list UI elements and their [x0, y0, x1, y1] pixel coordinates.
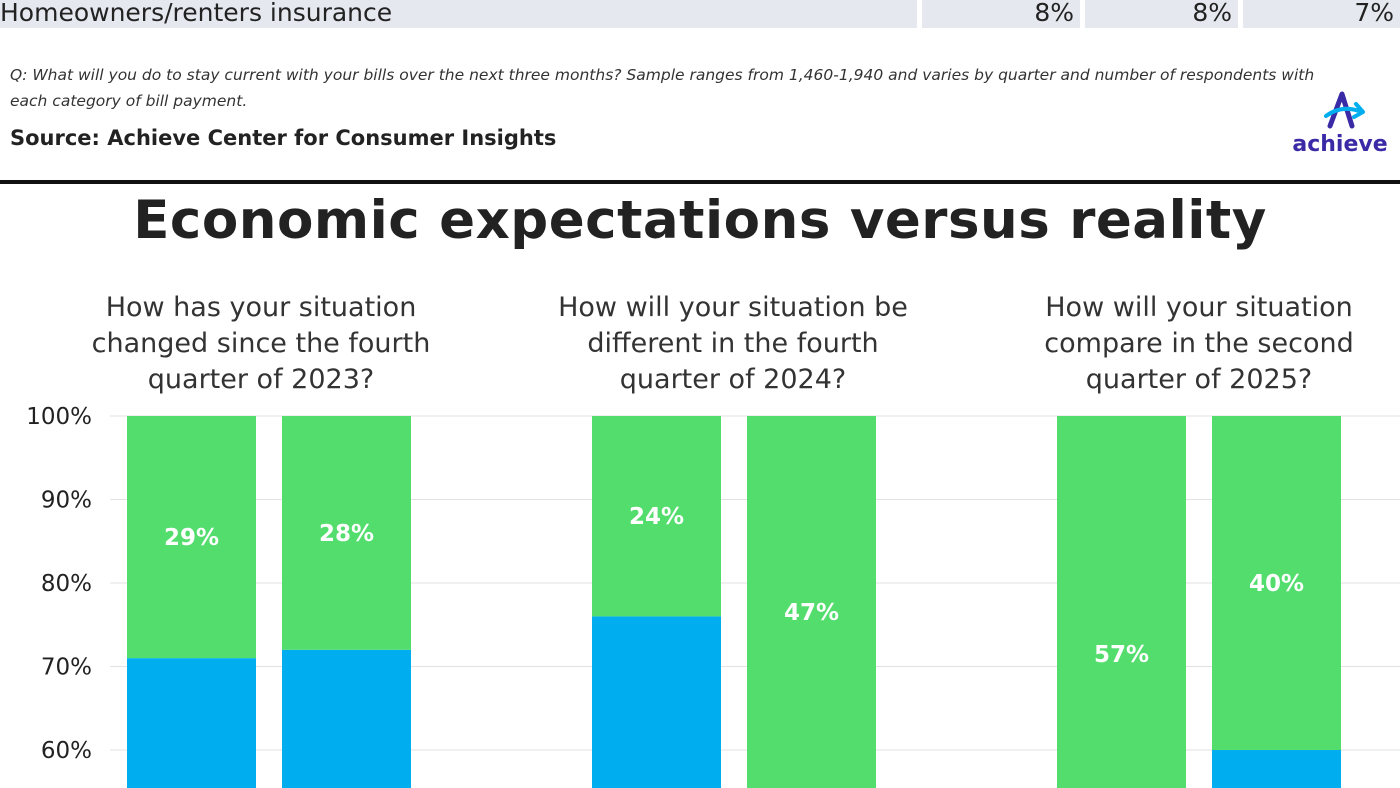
bar-value-label: 40%	[1249, 571, 1304, 597]
table-cell-value-2: 8%	[1085, 0, 1238, 28]
achieve-logo-text: achieve	[1292, 132, 1388, 157]
y-tick-label: 80%	[41, 571, 92, 597]
bar-value-label: 28%	[319, 521, 374, 547]
y-tick-label: 100%	[26, 404, 92, 430]
bar-segment-blue	[592, 616, 721, 788]
y-tick-label: 70%	[41, 655, 92, 681]
bar-segment-green	[1057, 416, 1186, 788]
bar-segment-blue	[127, 658, 256, 788]
bar-segment-green	[592, 416, 721, 617]
group-question-1: How has your situation changed since the…	[91, 292, 431, 395]
y-tick-label: 60%	[41, 738, 92, 764]
table-row: Homeowners/renters insurance 8% 8% 7%	[0, 0, 1400, 28]
bar-segment-green	[1212, 416, 1341, 750]
group-question-3: How will your situation compare in the s…	[1044, 292, 1354, 395]
source-line: Source: Achieve Center for Consumer Insi…	[10, 126, 557, 150]
bar-value-label: 57%	[1094, 642, 1149, 668]
bar-segment-blue	[282, 649, 411, 788]
bar-value-label: 24%	[629, 504, 684, 530]
bar-segment-green	[747, 416, 876, 788]
achieve-arrow-icon	[1324, 91, 1365, 129]
table-cell-value-3: 7%	[1243, 0, 1400, 28]
y-tick-label: 90%	[41, 488, 92, 514]
bar-value-label: 47%	[784, 600, 839, 626]
bar-value-label: 29%	[164, 525, 219, 551]
survey-question-note: Q: What will you do to stay current with…	[10, 66, 1315, 110]
bar-segment-green	[282, 416, 411, 650]
chart-title: Economic expectations versus reality	[133, 190, 1267, 251]
bar-segment-green	[127, 416, 256, 659]
table-cell-value-1: 8%	[922, 0, 1080, 28]
table-row-label: Homeowners/renters insurance	[0, 0, 917, 28]
bar-segment-blue	[1212, 750, 1341, 788]
group-question-2: How will your situation be different in …	[558, 292, 908, 395]
section-divider	[0, 180, 1400, 184]
